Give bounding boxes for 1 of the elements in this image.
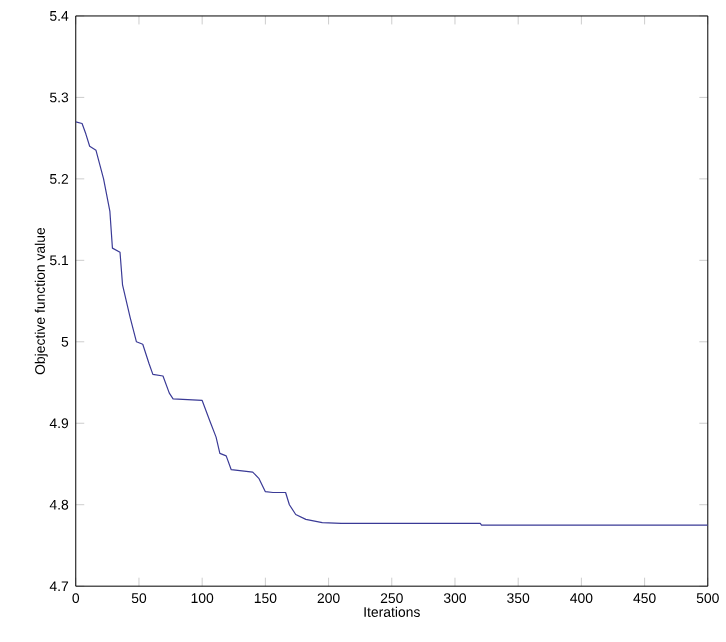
line-series — [75, 121, 708, 526]
